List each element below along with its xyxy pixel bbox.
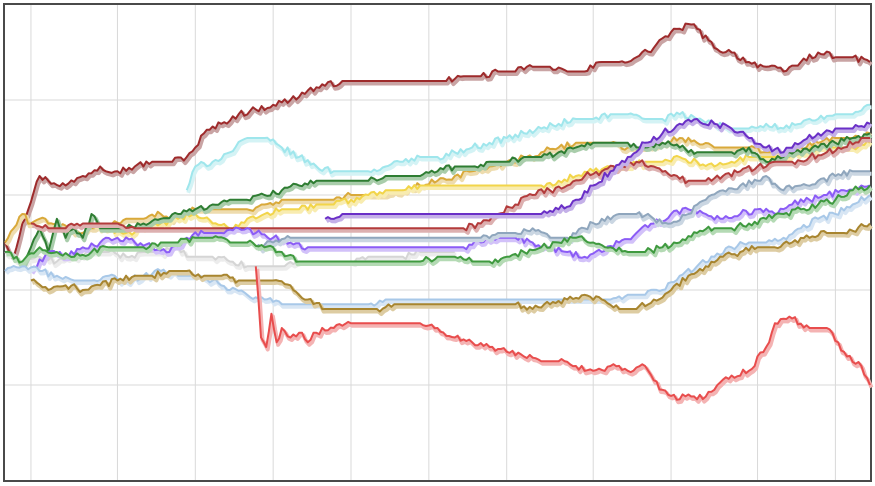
series-1-shadow (4, 24, 873, 262)
series-13-shadow (31, 224, 873, 316)
series-13-line (30, 222, 871, 313)
series-6-shadow (21, 133, 873, 270)
series-14-line (254, 266, 871, 401)
series-13 (30, 222, 873, 316)
series-group (4, 22, 874, 405)
series-11-shadow (6, 186, 874, 268)
series-1 (4, 22, 873, 262)
series-9 (30, 184, 873, 275)
series-3 (185, 103, 872, 194)
series-14-shadow (255, 268, 874, 405)
series-14 (254, 266, 874, 405)
series-4 (4, 131, 873, 247)
series-11-line (4, 184, 871, 265)
series-5-line (91, 140, 871, 236)
series-6-line (21, 132, 871, 267)
series-6 (21, 132, 873, 270)
series-7-line (30, 137, 870, 232)
series-7 (30, 137, 872, 235)
series-1-line (4, 22, 871, 258)
series-9-line (30, 184, 871, 272)
series-4-line (4, 131, 871, 244)
series-4-shadow (4, 132, 873, 247)
series-10-line (255, 169, 870, 250)
series-11 (4, 184, 874, 268)
series-8 (324, 118, 873, 224)
series-3-line (185, 103, 871, 191)
series-9-shadow (30, 186, 873, 275)
series-8-line (324, 118, 871, 220)
series-3-shadow (186, 105, 872, 194)
